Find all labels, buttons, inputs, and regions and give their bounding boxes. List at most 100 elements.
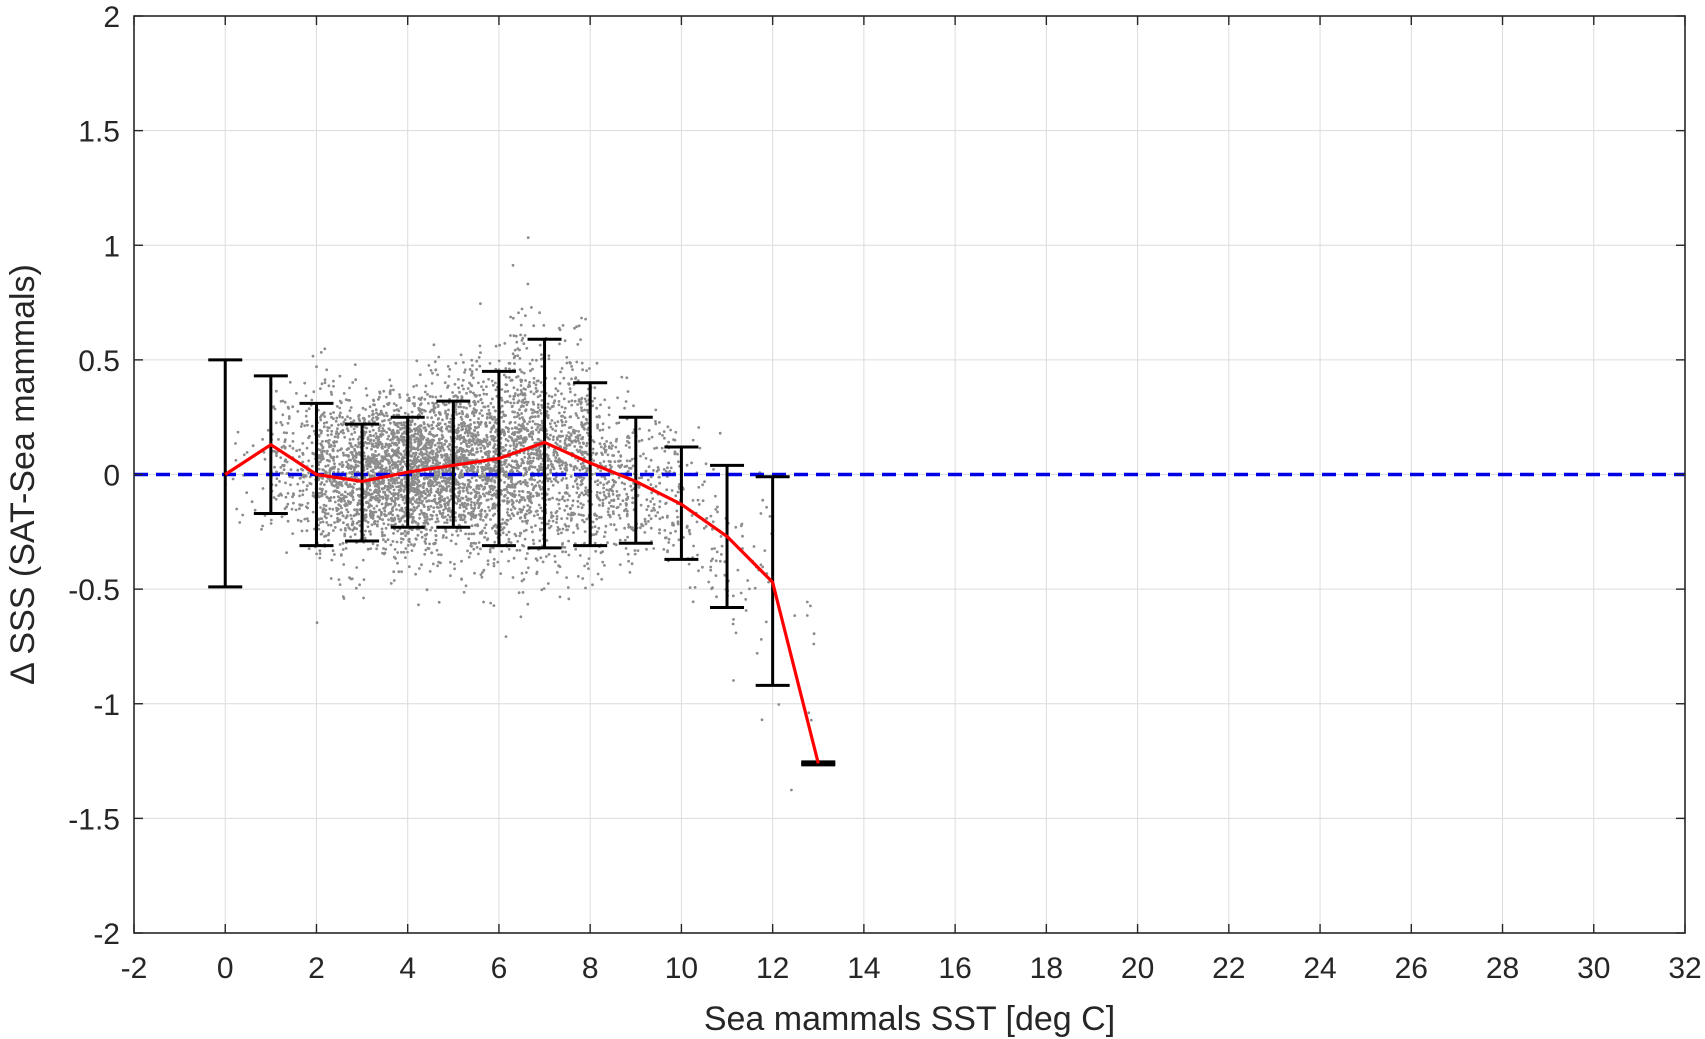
scatter-point (627, 559, 630, 563)
scatter-point (434, 534, 438, 537)
scatter-point (305, 446, 309, 450)
scatter-point (631, 431, 635, 434)
scatter-point (441, 516, 445, 519)
scatter-point (380, 442, 384, 446)
scatter-point (427, 481, 431, 484)
scatter-point (319, 418, 323, 422)
scatter-point (518, 531, 522, 535)
scatter-point (466, 434, 470, 438)
scatter-point (424, 429, 428, 433)
scatter-point (336, 435, 340, 438)
scatter-point (301, 442, 305, 445)
scatter-point (506, 502, 509, 505)
scatter-point (504, 635, 508, 638)
scatter-point (460, 577, 463, 581)
scatter-point (354, 459, 358, 463)
scatter-point (500, 404, 504, 408)
scatter-point (491, 383, 495, 387)
scatter-point (470, 506, 473, 510)
scatter-point (389, 384, 393, 388)
scatter-point (474, 495, 478, 498)
scatter-point (511, 404, 514, 408)
scatter-point (567, 383, 571, 386)
scatter-point (299, 519, 303, 523)
scatter-point (339, 528, 343, 532)
scatter-point (578, 433, 582, 437)
scatter-point (558, 464, 562, 468)
scatter-point (446, 481, 449, 484)
scatter-point (497, 359, 501, 363)
scatter-point (519, 510, 523, 514)
scatter-point (535, 358, 538, 362)
scatter-point (320, 382, 324, 386)
scatter-point (319, 351, 323, 354)
scatter-point (506, 496, 509, 500)
scatter-point (567, 443, 571, 446)
scatter-point (373, 497, 377, 501)
scatter-point (431, 395, 434, 399)
scatter-point (498, 343, 501, 347)
scatter-point (375, 415, 378, 419)
scatter-point (546, 466, 550, 470)
scatter-point (531, 465, 534, 469)
scatter-point (374, 460, 378, 463)
scatter-point (371, 442, 375, 446)
scatter-point (446, 507, 450, 511)
scatter-point (353, 363, 357, 366)
scatter-point (520, 458, 524, 461)
scatter-point (442, 534, 445, 537)
scatter-point (436, 441, 440, 445)
scatter-point (280, 493, 283, 497)
scatter-point (416, 432, 420, 436)
scatter-point (349, 491, 352, 495)
scatter-point (547, 394, 551, 398)
scatter-point (374, 490, 377, 493)
scatter-point (507, 477, 510, 480)
scatter-point (327, 523, 330, 527)
scatter-point (320, 489, 324, 492)
scatter-point (526, 602, 530, 606)
scatter-point (437, 417, 440, 420)
scatter-point (421, 499, 424, 503)
scatter-point (524, 388, 527, 391)
scatter-point (565, 468, 569, 472)
scatter-point (432, 343, 436, 347)
scatter-point (410, 410, 414, 414)
scatter-point (328, 469, 332, 472)
scatter-point (416, 475, 420, 479)
scatter-point (560, 531, 563, 535)
scatter-point (516, 511, 520, 515)
scatter-point (343, 494, 347, 498)
scatter-point (429, 487, 433, 491)
scatter-point (604, 524, 608, 528)
scatter-point (531, 420, 535, 423)
scatter-point (469, 485, 472, 489)
scatter-point (394, 435, 397, 439)
scatter-point (481, 478, 485, 482)
scatter-point (339, 422, 343, 426)
scatter-point (434, 520, 438, 524)
scatter-point (527, 566, 530, 570)
scatter-point (403, 511, 406, 514)
scatter-point (338, 462, 342, 466)
scatter-point (585, 369, 588, 372)
scatter-point (558, 411, 561, 415)
scatter-point (493, 503, 497, 507)
scatter-point (416, 523, 420, 527)
scatter-point (439, 413, 442, 416)
scatter-point (300, 529, 304, 533)
scatter-point (337, 423, 340, 427)
scatter-point (435, 513, 439, 517)
scatter-point (473, 421, 476, 425)
scatter-point (295, 392, 298, 395)
scatter-point (341, 451, 345, 455)
scatter-point (567, 431, 570, 434)
scatter-point (527, 491, 531, 494)
scatter-point (449, 417, 453, 421)
scatter-point (377, 438, 381, 441)
scatter-point (330, 481, 333, 485)
scatter-point (349, 451, 353, 454)
scatter-point (432, 477, 436, 481)
scatter-point (491, 417, 494, 421)
scatter-point (436, 404, 440, 407)
